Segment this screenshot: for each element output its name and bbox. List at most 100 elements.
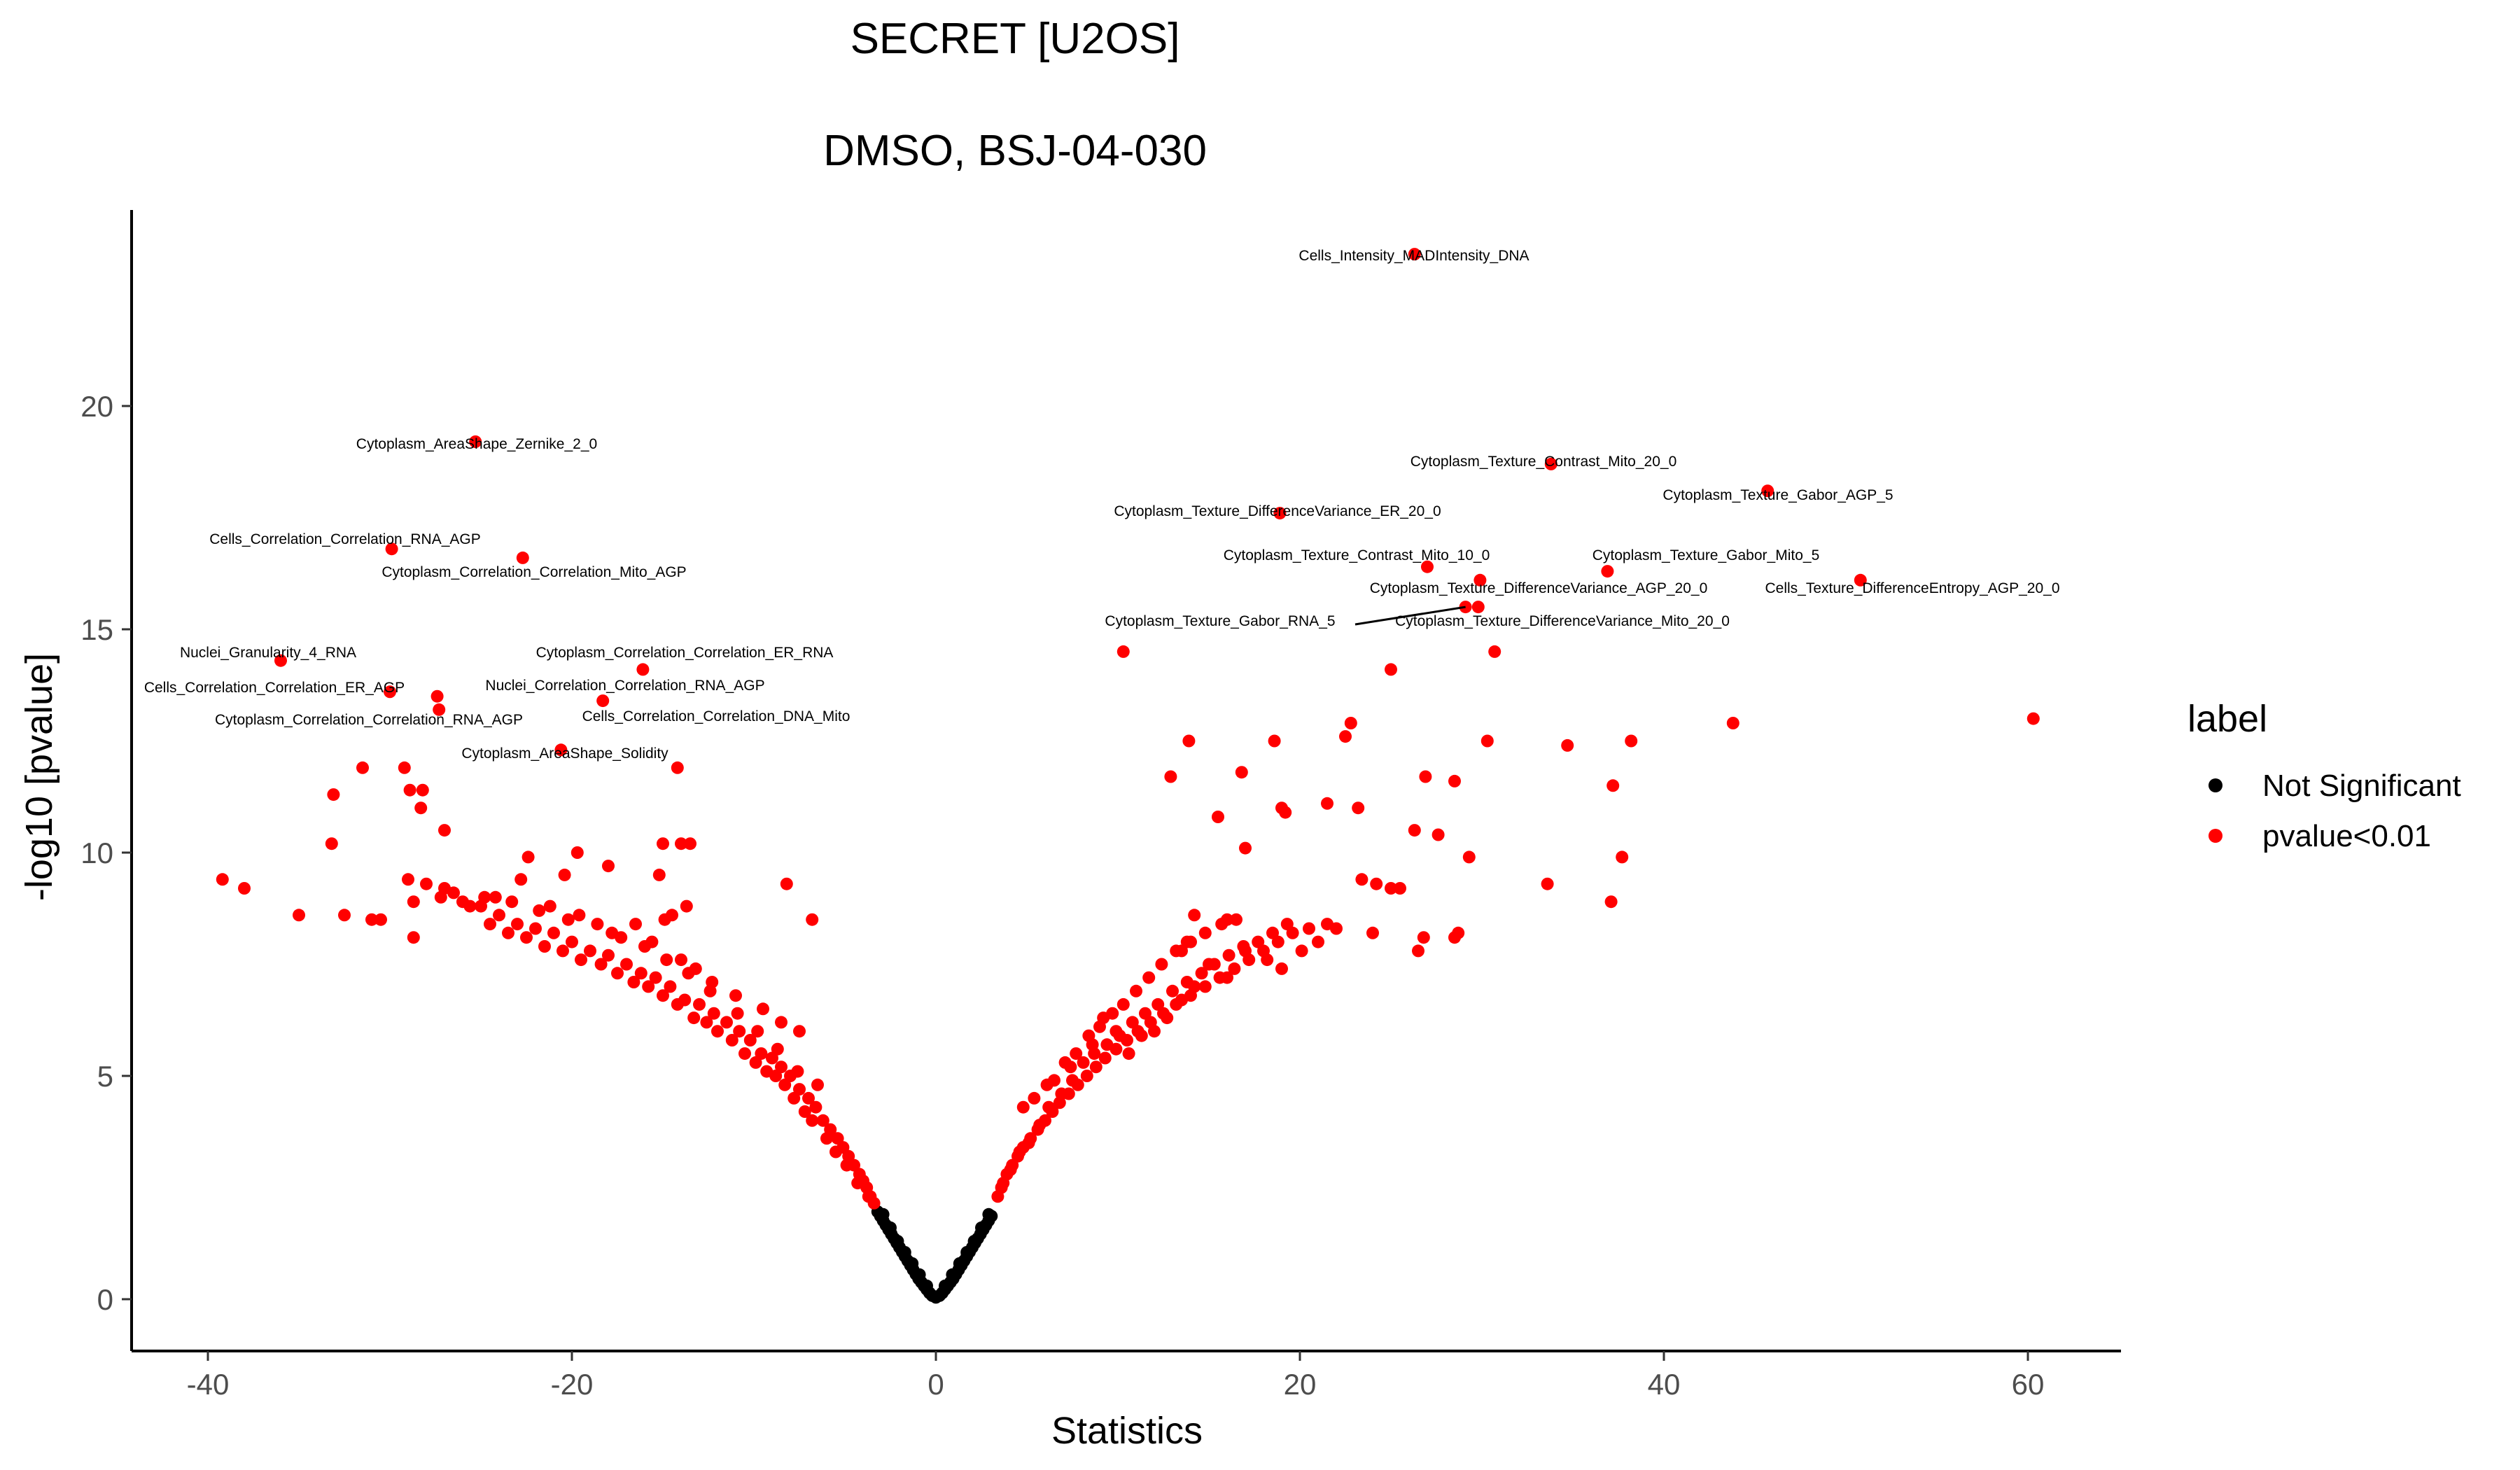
data-point (802, 1091, 815, 1105)
data-point (960, 1246, 974, 1259)
data-point (338, 909, 351, 922)
data-point (514, 873, 528, 886)
data-point (1180, 935, 1194, 948)
data-point (533, 904, 546, 917)
data-point (997, 1177, 1010, 1190)
data-point (1726, 717, 1740, 729)
data-point (434, 890, 447, 904)
data-point (1064, 1060, 1077, 1074)
data-point (1417, 931, 1430, 944)
data-point (657, 837, 669, 850)
data-point (975, 1221, 988, 1234)
data-point (687, 1011, 701, 1025)
data-point (1432, 828, 1445, 841)
data-point (671, 761, 684, 774)
annotation-label: Nuclei_Granularity_4_RNA (180, 645, 356, 661)
data-point (684, 837, 696, 850)
data-point (788, 1091, 801, 1105)
data-point (1385, 663, 1397, 676)
data-point (1182, 734, 1196, 748)
data-point (594, 958, 608, 971)
data-point (967, 1235, 981, 1248)
data-point (416, 783, 429, 797)
data-point (700, 1016, 713, 1029)
data-point (675, 953, 687, 967)
data-point (851, 1177, 864, 1190)
data-point (627, 976, 640, 988)
y-axis-label: -log10 [pvalue] (18, 653, 60, 901)
data-point (1022, 1136, 1035, 1149)
x-tick-label: 20 (1284, 1368, 1317, 1401)
annotation-label: Cells_Texture_DifferenceEntropy_AGP_20_0 (1765, 580, 2059, 596)
data-point (1195, 967, 1208, 980)
data-point (1421, 560, 1434, 573)
data-point (1488, 645, 1502, 658)
data-point (891, 1235, 904, 1248)
data-point (671, 997, 684, 1011)
data-point (831, 1132, 844, 1145)
data-point (1203, 958, 1215, 971)
data-point (1116, 645, 1130, 658)
data-point (793, 1025, 806, 1038)
data-point (558, 868, 571, 881)
annotation-label: Cytoplasm_Correlation_Correlation_RNA_AG… (215, 712, 523, 728)
data-point (1344, 717, 1357, 729)
data-point (1394, 882, 1406, 895)
data-point (1408, 248, 1421, 261)
data-point (757, 1002, 769, 1016)
data-point (1541, 877, 1554, 890)
data-point (274, 654, 287, 667)
data-point (1040, 1078, 1054, 1091)
data-point (1544, 457, 1558, 470)
data-point (1252, 935, 1265, 948)
annotation-label: Cells_Intensity_MADIntensity_DNA (1298, 248, 1529, 264)
data-point (1055, 1087, 1068, 1100)
data-point (469, 435, 482, 448)
data-point (238, 882, 251, 895)
data-point (522, 850, 535, 864)
annotation-label: Cytoplasm_Texture_Contrast_Mito_20_0 (1410, 454, 1677, 470)
data-point (543, 899, 556, 913)
data-point (830, 1145, 842, 1158)
data-point (707, 1007, 720, 1020)
annotation-label: Cytoplasm_Texture_Gabor_Mito_5 (1592, 547, 1820, 564)
data-point (1266, 926, 1279, 939)
data-point (384, 685, 396, 699)
data-point (862, 1190, 875, 1203)
data-point (1142, 971, 1156, 984)
data-point (1321, 797, 1334, 810)
data-point (675, 837, 687, 850)
data-point (689, 962, 702, 975)
data-point (529, 922, 542, 935)
data-point (505, 895, 519, 909)
data-point (327, 788, 340, 802)
data-point (1273, 507, 1287, 520)
data-point (573, 909, 586, 922)
data-point (489, 890, 502, 904)
legend-label: pvalue<0.01 (2262, 819, 2431, 853)
data-point (1261, 953, 1274, 967)
data-point (1089, 1060, 1102, 1074)
data-point (1198, 926, 1212, 939)
data-point (780, 877, 793, 890)
data-point (430, 690, 444, 703)
data-point (1175, 993, 1188, 1007)
data-point (403, 783, 416, 797)
data-point (1028, 1091, 1041, 1105)
data-point (1004, 1163, 1017, 1176)
data-point (374, 913, 387, 926)
annotation-label: Cytoplasm_Texture_DifferenceVariance_AGP… (1370, 580, 1708, 596)
data-point (493, 909, 505, 922)
data-point (385, 542, 398, 556)
data-point (1097, 1011, 1110, 1025)
data-point (666, 909, 678, 922)
data-point (1235, 766, 1248, 779)
annotation-label: Cytoplasm_Texture_DifferenceVariance_ER_… (1114, 503, 1441, 519)
data-point (636, 663, 650, 676)
data-point (771, 1042, 784, 1056)
data-point (1474, 573, 1487, 587)
x-axis-label: Statistics (1051, 1410, 1203, 1452)
data-point (570, 846, 584, 859)
annotation-label: Cells_Correlation_Correlation_RNA_AGP (209, 531, 481, 547)
data-point (463, 899, 477, 913)
